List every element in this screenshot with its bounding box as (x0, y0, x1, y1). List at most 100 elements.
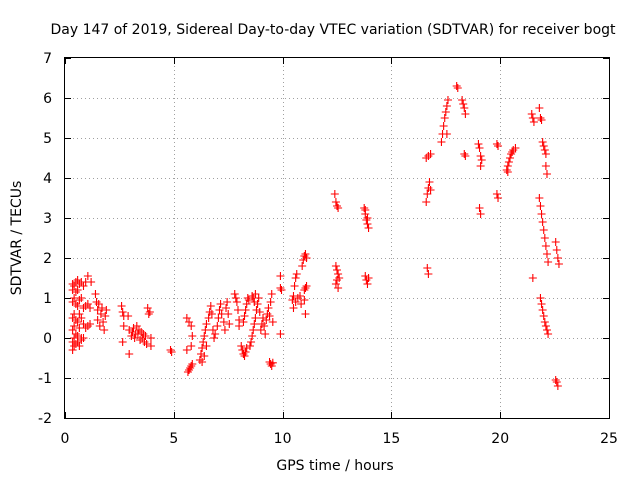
data-point (262, 316, 271, 324)
y-tick-label: -1 (38, 371, 52, 387)
data-point (251, 290, 260, 298)
data-point (422, 198, 431, 206)
x-tick-label: 20 (491, 431, 509, 447)
data-point (119, 322, 128, 330)
data-point (363, 214, 372, 222)
data-point (426, 186, 435, 194)
data-point (333, 202, 341, 210)
data-point (187, 342, 196, 350)
data-point (79, 282, 88, 290)
data-point (551, 376, 560, 384)
x-tick-label: 5 (169, 431, 178, 447)
data-point (201, 326, 210, 334)
data-point (544, 258, 553, 266)
y-tick-label: 1 (43, 291, 52, 307)
data-point (83, 272, 92, 280)
data-point (125, 326, 134, 334)
data-point (537, 116, 546, 124)
data-point (130, 334, 139, 342)
data-point (200, 332, 209, 340)
data-point (252, 306, 261, 314)
data-point (77, 336, 86, 344)
data-point (536, 202, 545, 210)
data-point (301, 310, 310, 318)
data-point (276, 284, 285, 292)
data-point (187, 362, 196, 370)
data-point (142, 340, 151, 348)
data-point (93, 306, 102, 314)
data-point (188, 332, 197, 340)
data-point (538, 138, 547, 146)
data-point (188, 360, 197, 368)
data-point (264, 304, 273, 312)
data-point (544, 330, 553, 338)
data-point (93, 316, 102, 324)
data-point (541, 242, 550, 250)
data-point (334, 284, 343, 292)
data-point (554, 260, 563, 268)
data-point (288, 296, 297, 304)
data-point (461, 152, 470, 160)
data-point (224, 310, 233, 318)
data-point (73, 276, 82, 284)
data-point (202, 320, 211, 328)
data-point (505, 154, 514, 162)
data-point (256, 326, 265, 334)
data-point (77, 314, 86, 322)
data-point (541, 162, 550, 170)
data-point (334, 270, 343, 278)
data-point (476, 210, 485, 218)
data-point (475, 204, 484, 212)
data-point (97, 304, 106, 312)
data-point (476, 162, 485, 170)
data-point (539, 142, 548, 150)
data-point (220, 326, 229, 334)
data-point (424, 270, 433, 278)
data-point (263, 310, 272, 318)
data-point (507, 150, 516, 158)
data-point (492, 140, 501, 148)
data-point (441, 108, 450, 116)
data-point (477, 156, 486, 164)
data-point (542, 250, 551, 258)
data-point (250, 298, 259, 306)
data-point (364, 224, 373, 232)
data-point (265, 312, 274, 320)
data-point (453, 84, 462, 92)
data-point (75, 310, 84, 318)
data-point (206, 302, 215, 310)
data-point (298, 262, 307, 270)
data-point (235, 322, 244, 330)
y-tick-label: 0 (43, 331, 52, 347)
data-point (213, 322, 222, 330)
data-point (426, 150, 435, 158)
x-tick-label: 0 (61, 431, 70, 447)
data-point (86, 320, 95, 328)
data-point (117, 302, 126, 310)
data-point (87, 278, 96, 286)
data-point (331, 198, 340, 206)
data-point (214, 314, 223, 322)
data-point (301, 284, 310, 292)
data-point (100, 326, 109, 334)
data-point (75, 296, 84, 304)
data-point (537, 210, 546, 218)
data-point (504, 158, 513, 166)
data-point (502, 166, 511, 174)
data-point (461, 110, 470, 118)
data-point (552, 246, 561, 254)
data-point (145, 308, 154, 316)
x-axis-label: GPS time / hours (276, 458, 393, 474)
data-point (537, 300, 546, 308)
data-point (494, 194, 503, 202)
data-point (118, 308, 127, 316)
data-point (71, 300, 80, 308)
data-point (538, 306, 547, 314)
data-point (333, 276, 341, 284)
data-point (266, 298, 275, 306)
y-tick-label: 6 (43, 91, 52, 107)
data-point (459, 100, 468, 108)
data-point (541, 150, 550, 158)
data-point (68, 314, 77, 322)
data-point (257, 320, 266, 328)
